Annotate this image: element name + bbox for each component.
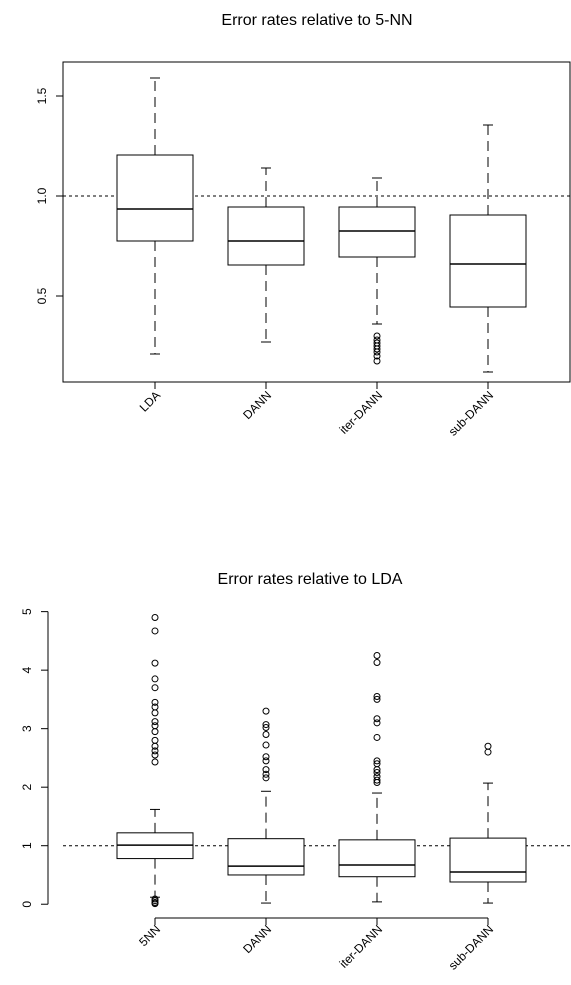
outlier-point [373,332,381,340]
outlier-point [262,766,270,774]
outlier-point [151,742,159,750]
y-tick-label: 0.5 [35,287,49,304]
outlier-point [151,613,159,621]
outlier-point [373,357,381,365]
chart-title: Error rates relative to LDA [218,571,403,588]
iqr-box [338,839,416,878]
boxplot-chart-lda-relative: Error rates relative to LDA 0 1 2 3 4 5 5NN DA… [20,571,570,973]
outlier-point [151,722,159,730]
box-dann [227,167,305,343]
outlier-point [151,728,159,736]
outlier-point [151,675,159,683]
outlier-point [373,779,381,787]
outlier-point [373,776,381,784]
x-category-label: LDA [137,388,163,414]
outlier-point [373,652,381,660]
y-tick-label: 2 [20,784,34,791]
y-axis: 0.5 1.0 1.5 [35,87,63,304]
outlier-point [373,348,381,356]
outlier-point [151,709,159,717]
outlier-point [373,695,381,703]
outlier-point [484,742,492,750]
outlier-point [151,698,159,706]
box-dann [227,707,305,904]
box-lda [116,77,194,355]
x-category-label: 5NN [136,922,163,949]
outlier-point [151,758,159,766]
y-tick-label: 0 [20,901,34,908]
iqr-box [227,838,305,876]
box-iter-dann [338,177,416,365]
x-category-label: iter-DANN [337,922,386,971]
y-tick-label: 3 [20,725,34,732]
outlier-point [262,770,270,778]
y-tick-label: 1.0 [35,187,49,204]
box-sub-dann [449,124,527,373]
outlier-point [373,766,381,774]
box-5nn [116,613,194,908]
outlier-point [373,719,381,727]
outlier-point [373,345,381,353]
outlier-point [262,774,270,782]
y-tick-label: 4 [20,666,34,673]
box-iter-dann [338,652,416,903]
chart-title: Error rates relative to 5-NN [221,12,412,29]
outlier-point [151,736,159,744]
boxes [116,613,527,908]
outlier-point [262,731,270,739]
outlier-point [262,757,270,765]
y-tick-label: 5 [20,608,34,615]
outlier-point [373,733,381,741]
outlier-point [151,684,159,692]
iqr-box [449,837,527,883]
outlier-point [151,751,159,759]
x-category-label: sub-DANN [446,922,496,972]
x-axis-labels: 5NN DANN iter-DANN sub-DANN [136,922,496,972]
x-axis [154,917,489,925]
iqr-box [449,214,527,308]
outlier-point [151,718,159,726]
outlier-point [262,741,270,749]
outlier-point [262,723,270,731]
y-tick-label: 1 [20,842,34,849]
x-category-label: DANN [240,922,274,956]
outlier-point [373,692,381,700]
outlier-point [262,753,270,761]
outlier-point [151,747,159,755]
y-axis: 0 1 2 3 4 5 [20,608,49,908]
y-tick-label: 1.5 [35,87,49,104]
outlier-point [373,757,381,765]
box-sub-dann [449,742,527,904]
outlier-point [262,707,270,715]
outlier-point [373,659,381,667]
x-category-label: DANN [240,388,274,422]
boxplot-chart-5nn-relative: Error rates relative to 5-NN 0.5 1.0 1.5 L… [35,12,571,439]
outlier-point [373,769,381,777]
iqr-box [116,154,194,242]
outlier-point [484,748,492,756]
outlier-point [373,715,381,723]
outlier-point [151,659,159,667]
boxes [116,77,527,373]
iqr-box [338,206,416,258]
outlier-point [151,627,159,635]
iqr-box [227,206,305,266]
x-axis-labels: LDA DANN iter-DANN sub-DANN [137,382,496,439]
plot-frame [62,61,571,383]
outlier-point [151,900,159,908]
outlier-point [262,721,270,729]
x-category-label: sub-DANN [446,388,496,438]
x-category-label: iter-DANN [337,388,386,437]
outlier-point [373,352,381,360]
